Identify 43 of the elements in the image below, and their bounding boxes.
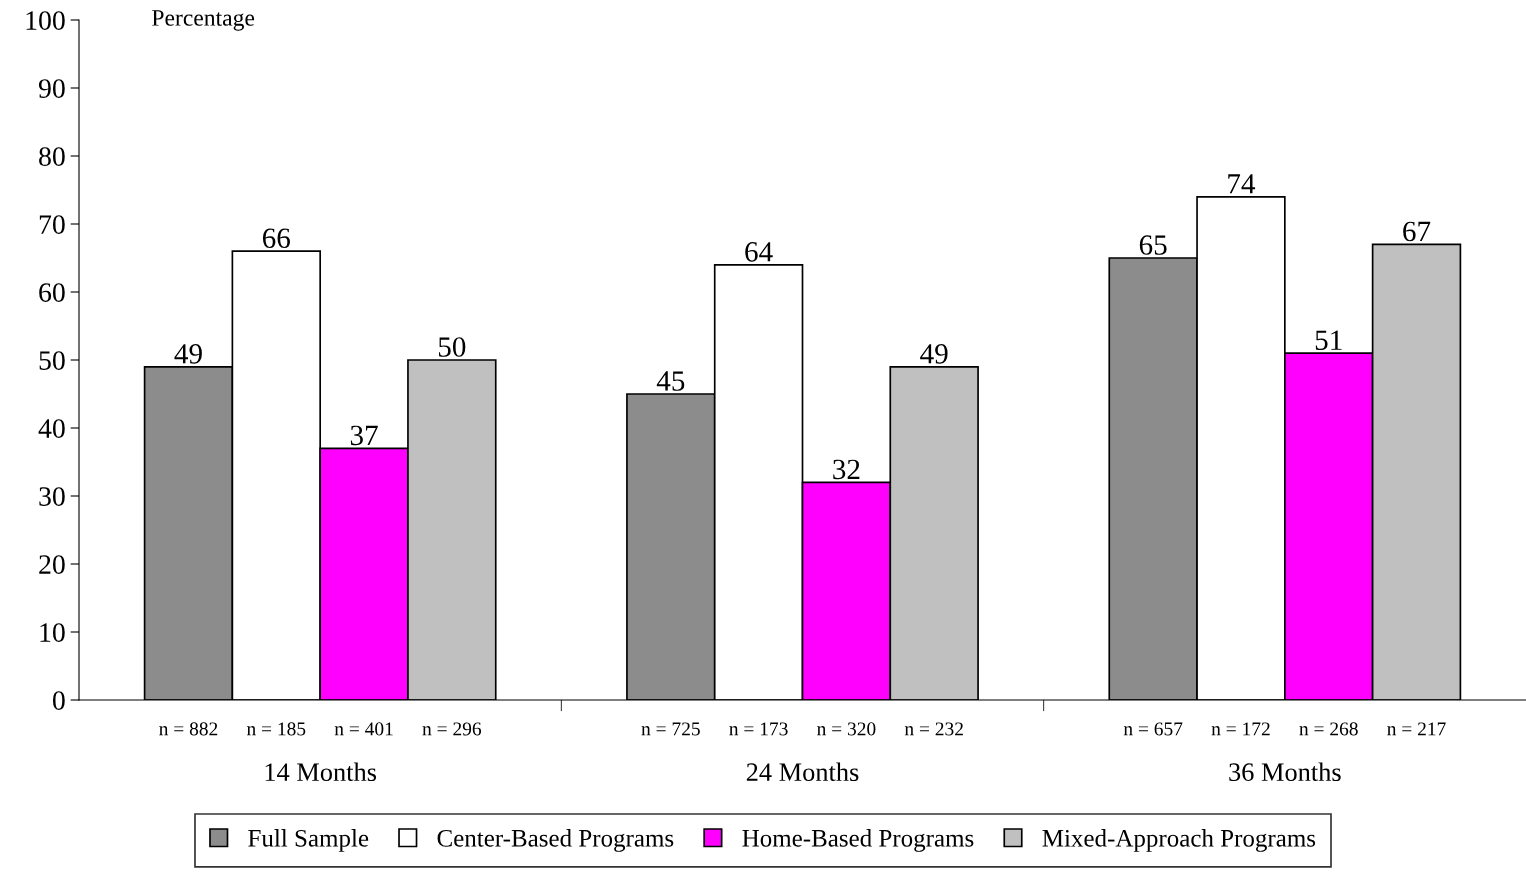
y-tick-label: 70: [39, 215, 65, 234]
text: n = 217: [1387, 722, 1446, 736]
y-tick-label: 30: [39, 487, 65, 506]
y-tick-label: 50: [39, 351, 65, 370]
legend-label: Center-Based Programs: [437, 829, 674, 852]
text: n = 173: [729, 722, 788, 736]
legend-label: Mixed-Approach Programs: [1042, 829, 1316, 852]
y-tick-label: 0: [52, 691, 65, 710]
data-label: 65: [1139, 235, 1167, 255]
data-label: 51: [1315, 330, 1342, 351]
x-tick-label: 36 Months: [1229, 762, 1341, 782]
y-tick-label: 100: [26, 11, 65, 30]
text: n = 232: [904, 722, 963, 736]
data-label: 66: [262, 228, 290, 249]
y-tick-label: 20: [39, 555, 65, 574]
x-tick-label: 24 Months: [746, 762, 859, 782]
y-tick-label: 40: [38, 419, 65, 438]
data-label: 74: [1228, 174, 1256, 194]
y-tick-label: 90: [38, 79, 65, 98]
data-label: 37: [350, 425, 378, 446]
text: n = 882: [159, 722, 218, 736]
y-axis-title: Percentage: [152, 10, 255, 31]
data-label: 67: [1403, 221, 1431, 242]
data-label: 32: [833, 459, 860, 480]
y-tick-label: 10: [40, 623, 65, 642]
data-label: 49: [174, 344, 202, 364]
y-tick-label: 80: [39, 147, 65, 166]
text: n = 401: [334, 722, 393, 736]
text: n = 296: [422, 722, 482, 736]
text: n = 172: [1211, 722, 1270, 736]
text: n = 657: [1123, 722, 1183, 736]
text: n = 268: [1299, 722, 1358, 736]
text: n = 320: [817, 722, 876, 736]
legend-label: Full Sample: [248, 829, 369, 852]
data-label: 45: [656, 371, 685, 391]
data-label: 49: [920, 344, 948, 364]
y-tick-label: 60: [39, 283, 65, 302]
text: n = 725: [641, 722, 700, 736]
x-tick-label: 14 Months: [265, 762, 377, 782]
data-label: 50: [438, 337, 466, 357]
data-label: 64: [745, 242, 773, 262]
text: n = 185: [246, 722, 306, 736]
legend-label: Home-Based Programs: [742, 829, 974, 852]
